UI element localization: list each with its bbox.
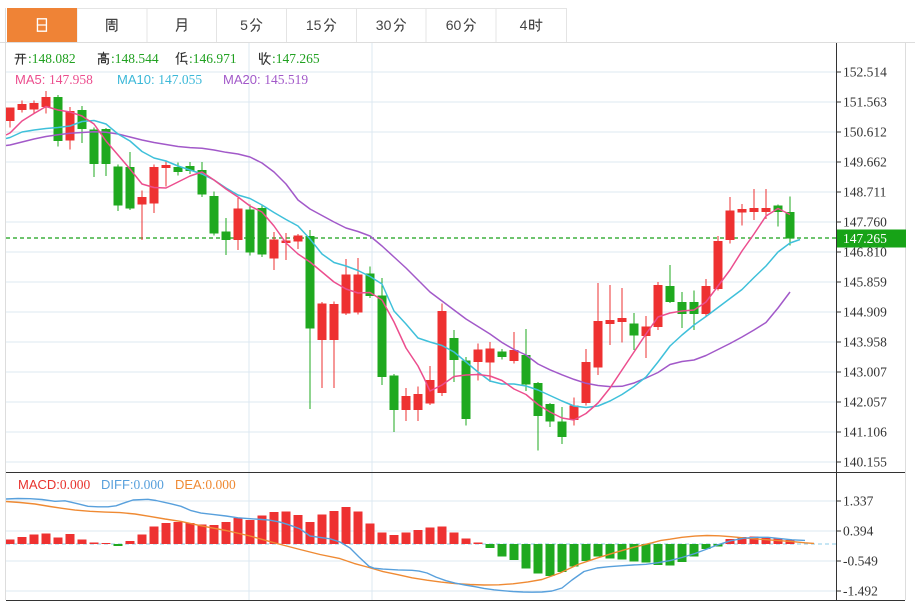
svg-text:150.612: 150.612 [843, 125, 887, 140]
svg-text:0.394: 0.394 [843, 524, 874, 539]
svg-text:MACD:0.000: MACD:0.000 [18, 477, 91, 492]
svg-text:-1.492: -1.492 [843, 584, 878, 599]
svg-text:144.909: 144.909 [843, 305, 887, 320]
svg-text:MA5: 147.958: MA5: 147.958 [15, 72, 93, 87]
svg-text:30: 30 [376, 17, 392, 33]
svg-text::148.082: :148.082 [28, 51, 76, 66]
svg-text::148.544: :148.544 [111, 51, 159, 66]
svg-text:141.106: 141.106 [843, 425, 887, 440]
svg-text:142.057: 142.057 [843, 395, 887, 410]
svg-text:MA10: 147.055: MA10: 147.055 [117, 72, 202, 87]
svg-text:151.563: 151.563 [843, 95, 887, 110]
svg-text:60: 60 [446, 17, 462, 33]
svg-text:148.711: 148.711 [843, 185, 886, 200]
svg-text:143.958: 143.958 [843, 335, 887, 350]
svg-text::147.265: :147.265 [272, 51, 320, 66]
svg-text:152.514: 152.514 [843, 65, 887, 80]
svg-text:149.662: 149.662 [843, 155, 887, 170]
svg-text:140.155: 140.155 [843, 455, 887, 470]
svg-text:4: 4 [520, 17, 528, 33]
svg-text:MA20: 145.519: MA20: 145.519 [223, 72, 308, 87]
svg-text:DIFF:0.000: DIFF:0.000 [101, 477, 164, 492]
svg-text::146.971: :146.971 [189, 51, 237, 66]
svg-text:1.337: 1.337 [843, 494, 874, 509]
svg-text:-0.549: -0.549 [843, 554, 878, 569]
svg-text:147.760: 147.760 [843, 215, 887, 230]
svg-text:146.810: 146.810 [843, 245, 887, 260]
svg-text:DEA:0.000: DEA:0.000 [175, 477, 236, 492]
svg-text:5: 5 [240, 17, 248, 33]
svg-text:145.859: 145.859 [843, 275, 887, 290]
svg-text:143.007: 143.007 [843, 365, 887, 380]
svg-text:15: 15 [306, 17, 322, 33]
svg-text:147.265: 147.265 [843, 231, 887, 246]
